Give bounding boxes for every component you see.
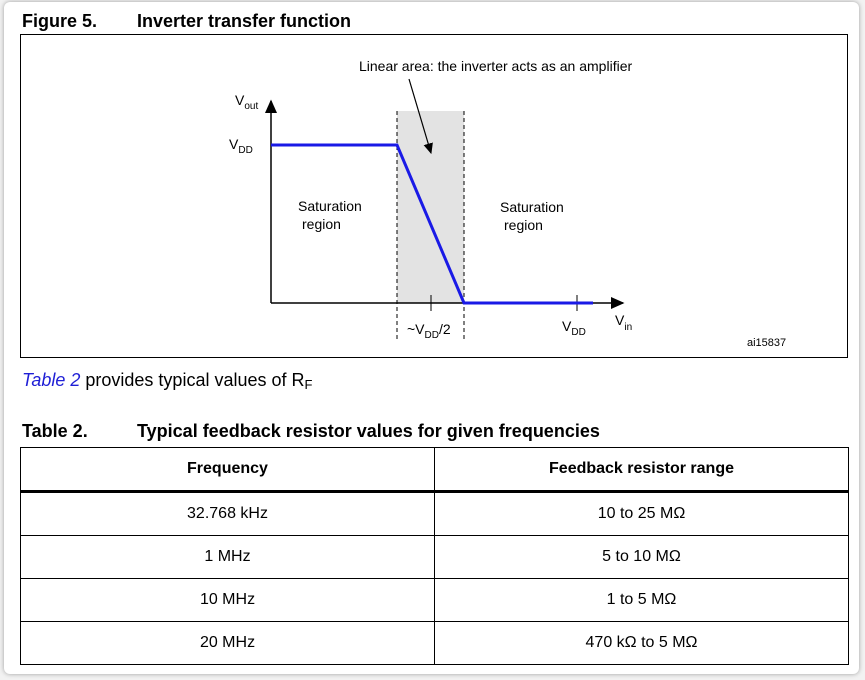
vdd-level-label: VDD	[229, 136, 253, 156]
row: 1 MHz 5 to 10 MΩ	[20, 535, 849, 579]
annotation-arrow	[408, 78, 433, 155]
table: Frequency Feedback resistor range 32.768 …	[20, 447, 849, 665]
region-label: Saturation	[298, 198, 362, 214]
cell: 1 MHz	[20, 535, 435, 579]
figure-label: Figure 5.	[22, 11, 98, 31]
paragraph: Table 2 provides typical values of RF	[22, 370, 312, 392]
header-cell: Feedback resistor range	[434, 447, 849, 493]
linear-area	[397, 111, 464, 303]
x-axis-label: Vin	[615, 312, 632, 333]
subscript: F	[304, 377, 313, 392]
table-title: Typical feedback resistor values for giv…	[137, 421, 600, 441]
figure-box: Linear area: the inverter acts as an amp…	[20, 34, 848, 358]
cell: 10 to 25 MΩ	[434, 491, 849, 536]
region-label: Saturation	[500, 199, 564, 215]
cell: 1 to 5 MΩ	[434, 578, 849, 622]
vdd-tick-label: VDD	[562, 318, 586, 338]
half-tick-label: ~VDD/2	[407, 321, 451, 341]
header-cell: Frequency	[20, 447, 435, 493]
region-label: region	[504, 217, 543, 233]
region-label: region	[302, 216, 341, 232]
cell: 5 to 10 MΩ	[434, 535, 849, 579]
row: 20 MHz 470 kΩ to 5 MΩ	[20, 621, 849, 665]
figure-id: ai15837	[747, 337, 786, 349]
annotation: Linear area: the inverter acts as an amp…	[359, 58, 632, 74]
y-axis-label: Vout	[235, 92, 258, 112]
diagram: Linear area: the inverter acts as an amp…	[229, 58, 786, 349]
header-row: Frequency Feedback resistor range	[20, 447, 849, 493]
row: 32.768 kHz 10 to 25 MΩ	[20, 491, 849, 536]
figure-title: Inverter transfer function	[137, 11, 352, 31]
table-link[interactable]: Table 2	[22, 370, 81, 390]
cell: 20 MHz	[20, 621, 435, 665]
cell: 470 kΩ to 5 MΩ	[434, 621, 849, 665]
table-label: Table 2.	[22, 421, 88, 441]
row: 10 MHz 1 to 5 MΩ	[20, 578, 849, 622]
paragraph-text: provides typical values of R	[80, 370, 305, 390]
cell: 10 MHz	[20, 578, 435, 622]
transfer-curve	[271, 143, 593, 305]
cell: 32.768 kHz	[20, 491, 435, 536]
